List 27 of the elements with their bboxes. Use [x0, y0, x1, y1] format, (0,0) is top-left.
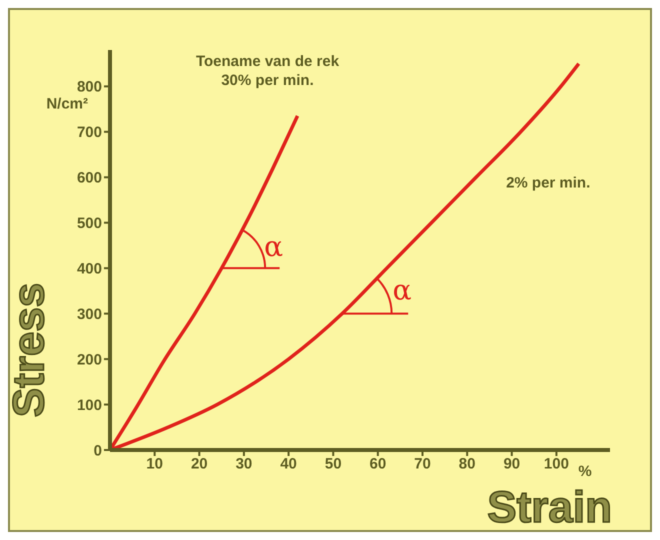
- x-tick-label: 90: [503, 456, 520, 473]
- y-tick-label: 200: [76, 351, 102, 368]
- y-tick-label: 100: [76, 396, 102, 414]
- text: N/cm²: [46, 95, 88, 112]
- annotation: 2% per min.: [506, 174, 590, 192]
- y-tick-label: 400: [76, 260, 102, 278]
- y-tick-label: 300: [76, 306, 102, 323]
- annotation: α: [392, 274, 412, 307]
- x-tick-label: 10: [146, 456, 163, 473]
- x-axis-title: Strain: [487, 483, 612, 532]
- annotation: α: [264, 230, 284, 264]
- y-tick-label: 600: [76, 170, 102, 187]
- text: %: [578, 463, 592, 480]
- x-tick-label: 40: [280, 456, 297, 473]
- y-axis-title: Stress: [4, 282, 54, 418]
- y-tick-label: 800: [76, 78, 102, 96]
- x-tick-label: 30: [236, 456, 252, 473]
- annotation: Toename van de rek 30% per min.: [196, 52, 340, 89]
- x-tick-label: 60: [370, 456, 386, 473]
- y-tick-label: 500: [76, 215, 102, 232]
- y-tick-label: 0: [94, 442, 102, 460]
- x-tick-label: 50: [324, 456, 342, 473]
- y-tick-label: 700: [76, 124, 102, 142]
- x-tick-label: 100: [544, 456, 569, 473]
- x-tick-label: 80: [458, 456, 476, 473]
- x-tick-label: 70: [414, 456, 431, 473]
- x-tick-label: 20: [190, 456, 208, 473]
